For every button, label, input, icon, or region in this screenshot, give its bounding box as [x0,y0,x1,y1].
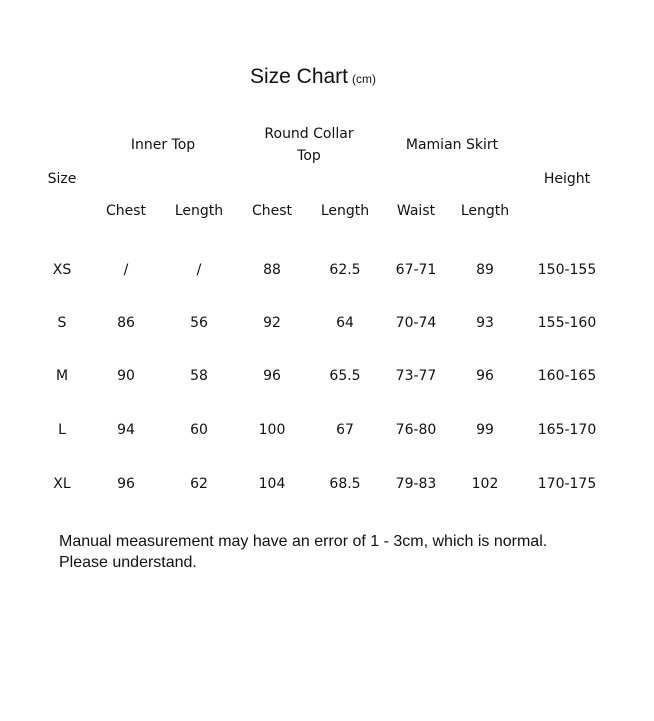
table-cell: 104 [258,476,286,492]
note-line: Manual measurement may have an error of … [59,533,548,550]
header-height: Height [543,171,591,187]
table-cell: 65.5 [329,368,361,384]
column-header: Chest [251,203,293,219]
column-header: Length [460,203,510,219]
table-cell: 102 [471,476,499,492]
table-cell: 100 [258,422,286,438]
column-header: Length [320,203,370,219]
size-cell: M [55,368,69,384]
size-cell: L [58,422,66,438]
table-cell: 92 [263,315,281,331]
table-cell: 155-160 [537,315,597,331]
title-text: Size Chart [249,65,349,88]
page-title: Size Chart (cm) [250,65,376,89]
group-inner-top: Inner Top [130,137,196,153]
table-cell: 56 [190,315,208,331]
table-cell: 79-83 [395,476,437,492]
table-cell: 73-77 [395,368,437,384]
table-cell: / [123,262,129,278]
table-cell: 86 [117,315,135,331]
header-size: Size [47,171,77,187]
table-cell: 170-175 [537,476,597,492]
table-cell: 88 [263,262,281,278]
column-header: Waist [396,203,436,219]
table-cell: 94 [117,422,135,438]
table-cell: 67-71 [395,262,437,278]
table-cell: 93 [476,315,494,331]
size-cell: XL [53,476,71,492]
table-cell: 96 [476,368,494,384]
table-cell: 64 [336,315,354,331]
table-cell: 99 [476,422,494,438]
table-cell: 150-155 [537,262,597,278]
size-cell: XS [52,262,72,278]
group-round-collar-top: Round Collar Top [264,123,353,167]
table-cell: 89 [476,262,494,278]
table-cell: 160-165 [537,368,597,384]
table-cell: 165-170 [537,422,597,438]
column-header: Length [174,203,224,219]
column-header: Chest [105,203,147,219]
unit-label: (cm) [352,72,377,86]
table-cell: 96 [263,368,281,384]
table-cell: 62.5 [329,262,361,278]
group-line: Top [297,148,321,164]
table-cell: 67 [336,422,354,438]
measurement-note: Manual measurement may have an error of … [59,531,547,573]
table-cell: 90 [117,368,135,384]
table-cell: 58 [190,368,208,384]
table-cell: 68.5 [329,476,361,492]
table-cell: 62 [190,476,208,492]
group-line: Round Collar [264,126,354,142]
table-cell: 60 [190,422,208,438]
group-mamian-skirt: Mamian Skirt [405,137,499,153]
note-line: Please understand. [59,554,197,571]
table-cell: 70-74 [395,315,437,331]
table-cell: 76-80 [395,422,437,438]
table-cell: 96 [117,476,135,492]
size-cell: S [57,315,67,331]
table-cell: / [196,262,202,278]
